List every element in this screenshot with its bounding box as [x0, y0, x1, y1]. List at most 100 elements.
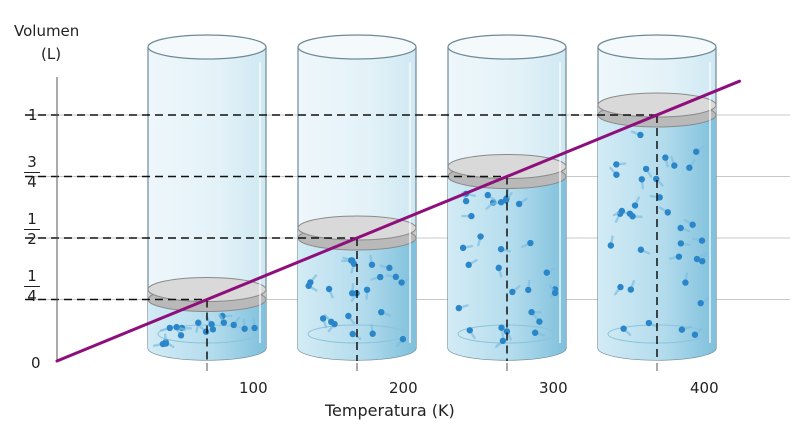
gas-particle	[462, 197, 470, 205]
gas-particle	[631, 202, 639, 209]
gas-particle	[325, 285, 333, 293]
gas-particle	[455, 304, 463, 312]
cylinder-200	[297, 34, 417, 361]
cylinder-100	[147, 34, 267, 361]
gas-particle	[230, 321, 237, 329]
gas-particle	[208, 321, 215, 328]
gas-particle	[675, 253, 683, 260]
fraction-numerator: 1	[27, 267, 37, 285]
gas-particle	[497, 199, 505, 206]
gas-particle	[241, 325, 248, 332]
gas-particle	[686, 164, 693, 171]
gas-particle	[664, 209, 671, 216]
gas-particle	[662, 154, 669, 161]
gas-particle	[319, 315, 327, 322]
fraction-bar	[24, 172, 40, 173]
gas-particle	[495, 264, 502, 272]
gas-particle	[465, 261, 472, 269]
gas-particle	[399, 335, 407, 343]
gas-particle	[626, 210, 634, 217]
gas-particle	[638, 176, 646, 183]
x-tick-label-100: 100	[239, 379, 268, 397]
y-tick-label-half: 1 2	[22, 211, 42, 248]
cylinder-rim	[297, 34, 417, 60]
trend-line	[55, 79, 741, 363]
gas-particle	[468, 212, 475, 220]
gas-particle	[515, 200, 523, 208]
gas-particle	[345, 312, 352, 320]
gas-particle	[677, 224, 684, 232]
gas-particle	[671, 162, 678, 169]
gas-particle	[645, 319, 653, 327]
gas-particle	[551, 289, 559, 297]
gas-particle	[699, 257, 706, 265]
fraction-bar	[24, 286, 40, 287]
gas-particle	[398, 279, 405, 286]
gas-particle	[378, 308, 385, 316]
gas-particle	[369, 330, 376, 337]
gas-particle	[368, 261, 376, 268]
x-tick-label-300: 300	[539, 379, 568, 397]
gas-particle	[543, 269, 550, 276]
gas-particle	[527, 239, 534, 247]
fraction-bar	[24, 229, 40, 230]
fraction-numerator: 1	[27, 210, 37, 228]
gas-particle	[617, 283, 624, 291]
gas-particle	[363, 286, 371, 293]
gas-particle	[251, 324, 258, 332]
gas-particle	[202, 328, 210, 335]
cylinders	[147, 34, 717, 361]
gas-particle	[637, 131, 644, 139]
gas-particle	[693, 255, 701, 263]
gas-particle	[627, 286, 635, 293]
gas-particle	[653, 175, 660, 183]
gas-particle	[195, 319, 202, 326]
fraction-denominator: 4	[27, 173, 37, 191]
gas-particle	[509, 288, 516, 296]
y-axis-title-line2: (L)	[41, 45, 62, 63]
gas-particle	[459, 244, 467, 252]
y-tick-label-three-quarters: 3 4	[22, 154, 42, 191]
gas-particle	[477, 233, 484, 240]
gas-particle	[689, 221, 696, 228]
y-tick-label-0: 0	[31, 354, 41, 372]
gas-particle	[693, 148, 700, 155]
gas-particle	[220, 319, 228, 326]
gas-particle	[305, 282, 312, 290]
dashed-guides	[25, 114, 658, 371]
gas-particle	[484, 191, 491, 199]
fraction-denominator: 2	[27, 230, 37, 248]
gas-particle	[618, 207, 626, 215]
gas-particle	[331, 320, 338, 328]
x-axis-title: Temperatura (K)	[325, 401, 455, 420]
gas-particle	[497, 245, 505, 253]
gas-particle	[349, 330, 356, 338]
y-tick-label-quarter: 1 4	[22, 268, 42, 305]
gas-particle	[620, 325, 627, 332]
gas-particle	[177, 332, 185, 339]
gas-particle	[642, 165, 650, 173]
gas-particle	[536, 318, 543, 325]
gas-particle	[682, 279, 689, 286]
x-tick-label-200: 200	[389, 379, 418, 397]
gas-particle	[350, 260, 358, 267]
gas-particle	[677, 240, 685, 247]
gas-particle	[173, 323, 180, 331]
fraction-numerator: 3	[27, 153, 37, 171]
gas-particle	[525, 286, 532, 294]
gas-particle	[678, 326, 686, 333]
gas-particle	[531, 329, 539, 336]
fraction-denominator: 4	[27, 287, 37, 305]
gas-particle	[637, 246, 645, 253]
y-tick-label-1: 1	[28, 106, 38, 124]
gas-particle	[466, 327, 473, 334]
cylinder-rim	[147, 34, 267, 60]
gas-particle	[209, 326, 217, 333]
gas-particle	[499, 337, 507, 345]
gas-particle	[528, 308, 535, 316]
gas-particle	[698, 237, 706, 244]
y-axis-title-line1: Volumen	[14, 22, 80, 40]
x-tick-label-400: 400	[690, 379, 719, 397]
gas-particle	[613, 161, 620, 168]
